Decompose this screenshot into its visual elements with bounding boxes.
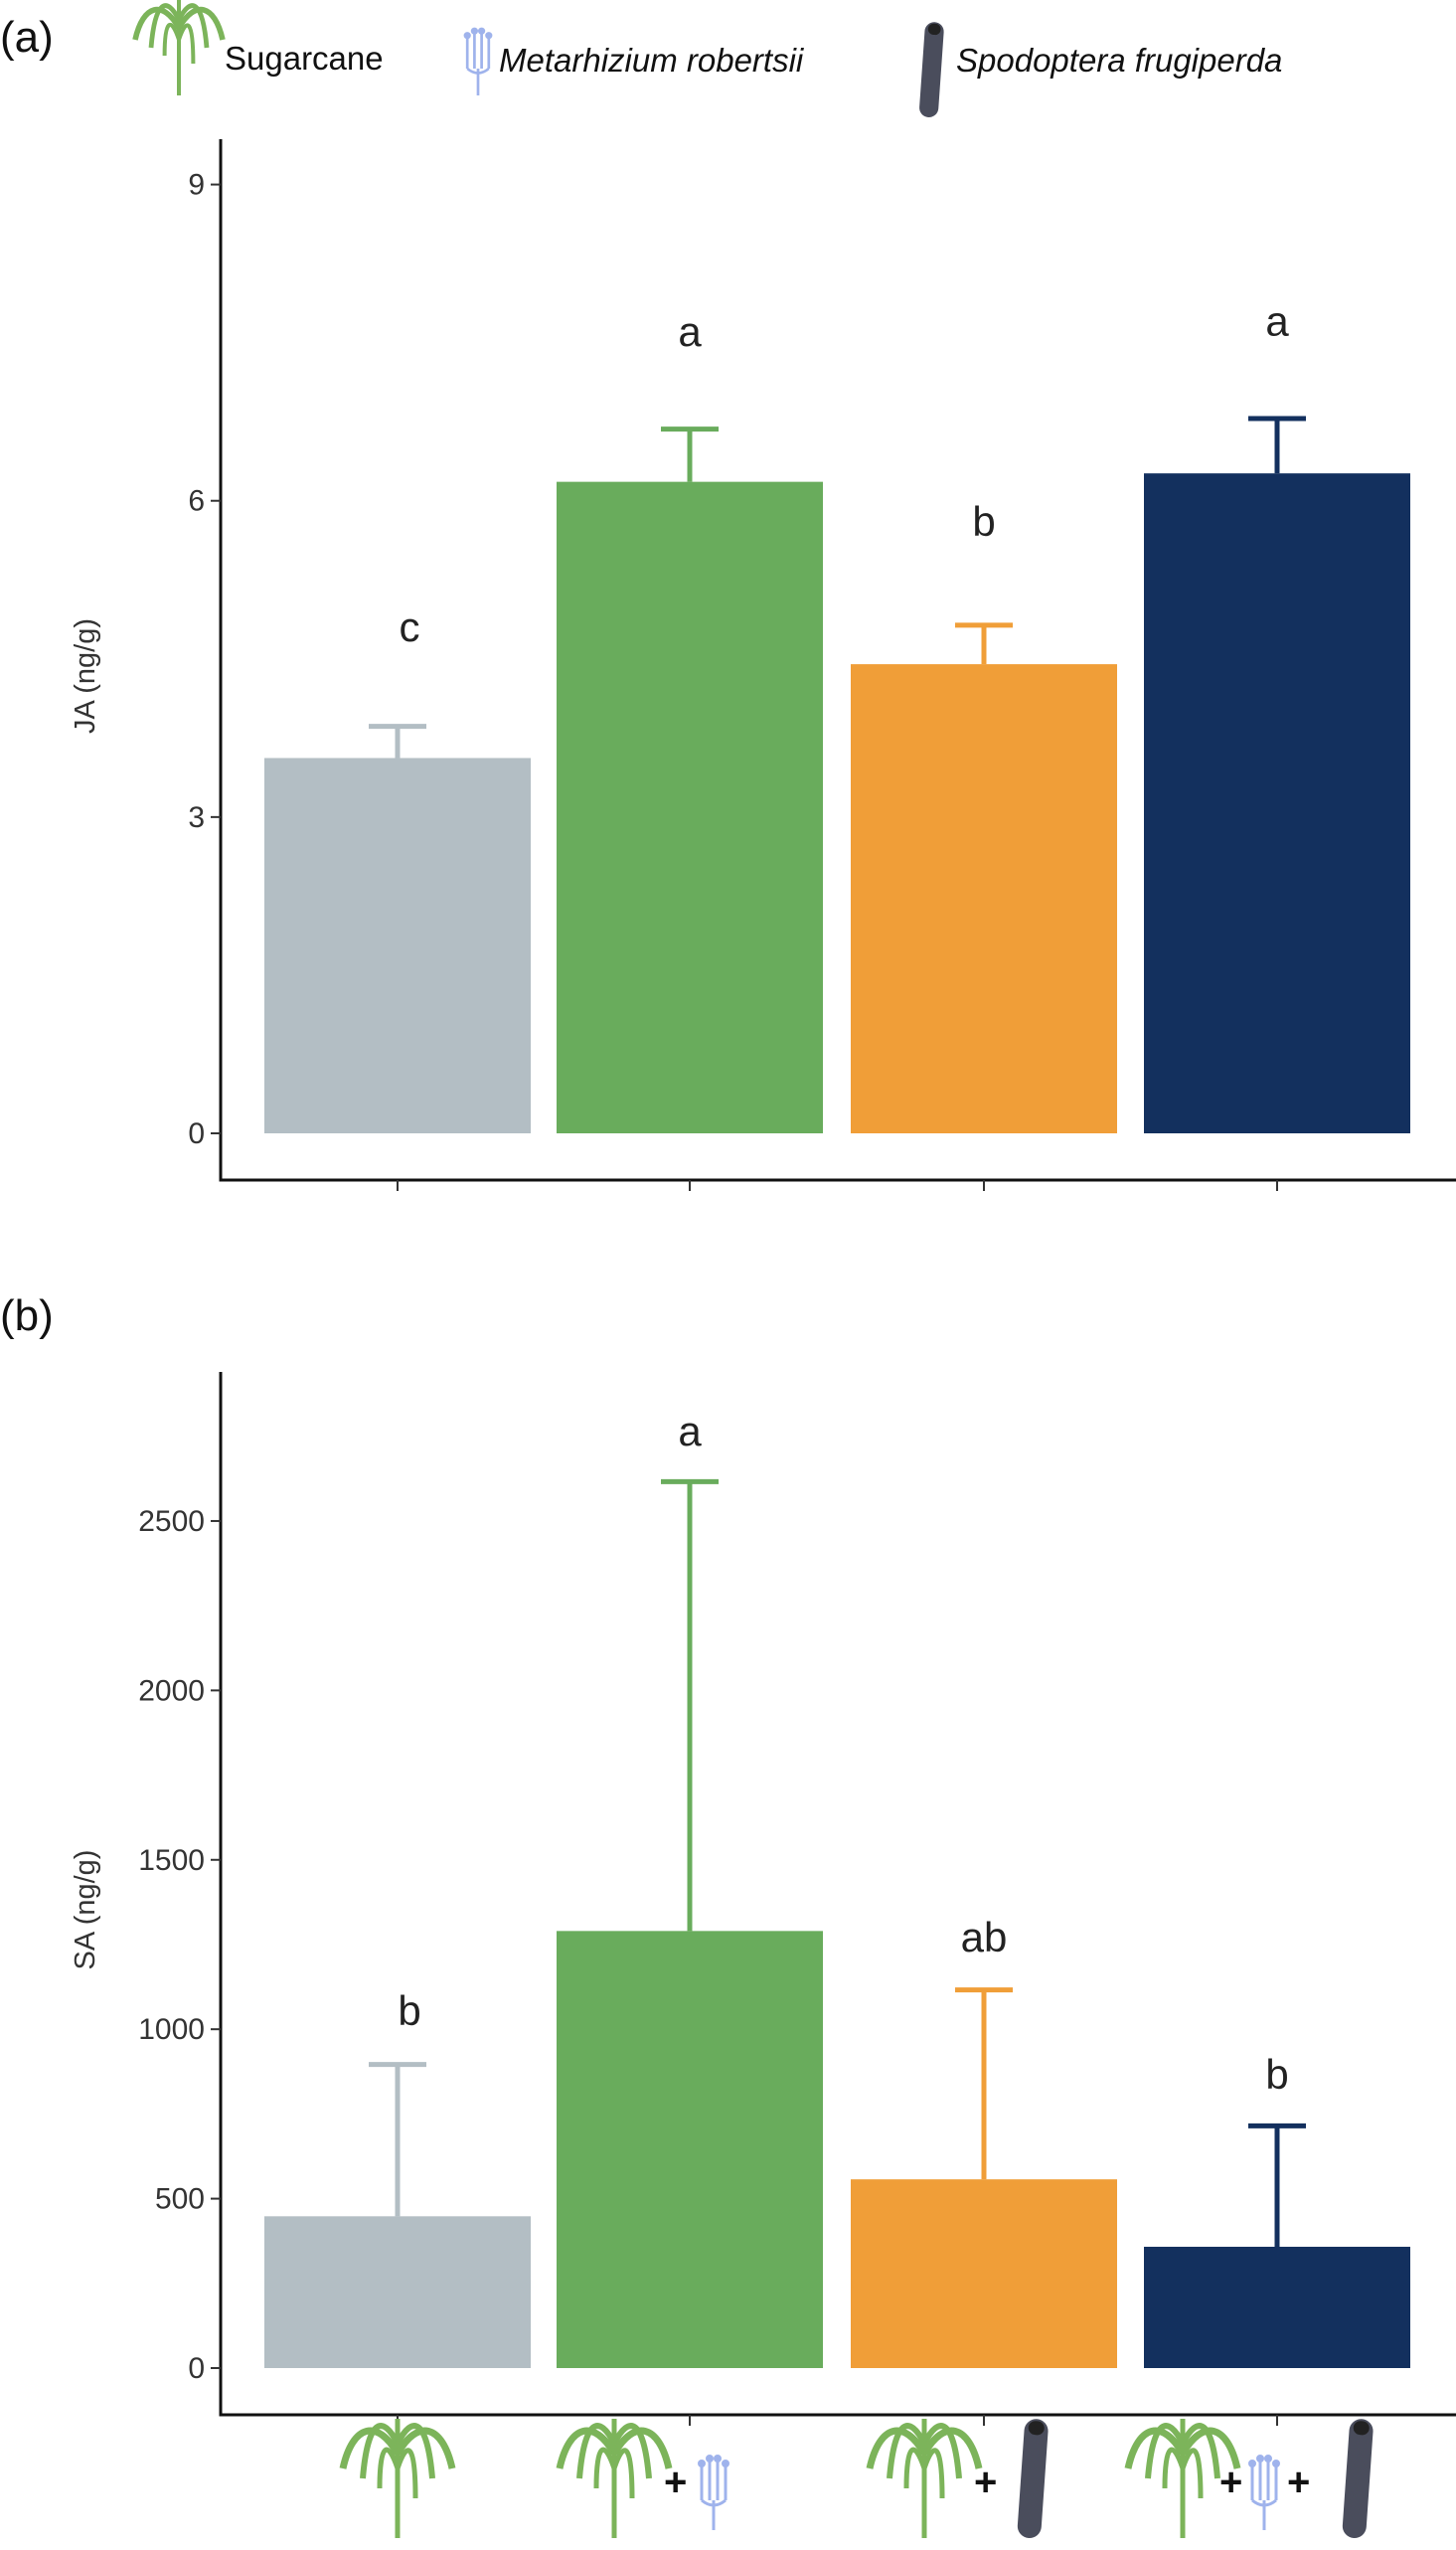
significance-letter: c [400, 603, 420, 650]
significance-letter: a [1265, 297, 1289, 344]
y-tick-label: 0 [188, 2352, 205, 2385]
panel-a-chart: 0 3 6 9 JA (ng/g) c a b a [70, 139, 1456, 1191]
legend-label-spodoptera: Spodoptera frugiperda [956, 42, 1282, 79]
bar [1144, 473, 1410, 1133]
significance-letter: a [678, 308, 702, 355]
y-tick-label: 1000 [138, 2013, 205, 2046]
significance-letter: b [972, 498, 995, 545]
category-3-sugarcane-icon [870, 2419, 979, 2538]
significance-letter: b [398, 1987, 420, 2034]
y-tick-label: 1500 [138, 1844, 205, 1877]
bar [264, 758, 531, 1133]
category-4-caterpillar-icon [1342, 2418, 1375, 2539]
bar [557, 481, 823, 1133]
bar [264, 2216, 531, 2368]
category-4-fungus-icon [1248, 2455, 1280, 2532]
significance-letter: ab [961, 1914, 1008, 1960]
y-axis-label: SA (ng/g) [70, 1850, 101, 1970]
panel-label-b: (b) [0, 1291, 54, 1340]
sugarcane-icon [135, 0, 223, 95]
plus-sign: + [974, 2461, 997, 2504]
bar [557, 1931, 823, 2368]
category-2-fungus-icon [698, 2455, 729, 2532]
bar [851, 2179, 1117, 2368]
y-tick-label: 3 [188, 801, 205, 834]
y-tick-label: 2500 [138, 1505, 205, 1538]
significance-letter: b [1265, 2051, 1288, 2098]
y-tick-label: 0 [188, 1117, 205, 1150]
bar [1144, 2246, 1410, 2368]
category-3-caterpillar-icon [1017, 2418, 1050, 2539]
panel-b-chart: 0 500 1000 1500 2000 2500 SA (ng/g) b a ab b [70, 1372, 1456, 2426]
significance-letter: a [678, 1408, 702, 1454]
x-axis-category-icons: + + + + [343, 2418, 1375, 2539]
y-tick-label: 9 [188, 169, 205, 202]
plus-sign: + [664, 2461, 687, 2504]
y-axis-label: JA (ng/g) [70, 618, 101, 734]
y-tick-label: 2000 [138, 1674, 205, 1707]
bar [851, 664, 1117, 1133]
plus-sign: + [1219, 2461, 1242, 2504]
caterpillar-icon [918, 21, 945, 118]
category-2-sugarcane-icon [560, 2419, 669, 2538]
y-tick-label: 500 [155, 2183, 205, 2216]
legend: Sugarcane Metarhizium robertsii Spodopte… [135, 0, 1282, 118]
fungus-icon [463, 27, 493, 97]
plus-sign: + [1287, 2461, 1310, 2504]
y-tick-label: 6 [188, 485, 205, 518]
category-1-sugarcane-icon [343, 2419, 452, 2538]
panel-label-a: (a) [0, 13, 54, 62]
legend-label-sugarcane: Sugarcane [225, 40, 384, 77]
legend-label-metarhizium: Metarhizium robertsii [499, 42, 805, 79]
